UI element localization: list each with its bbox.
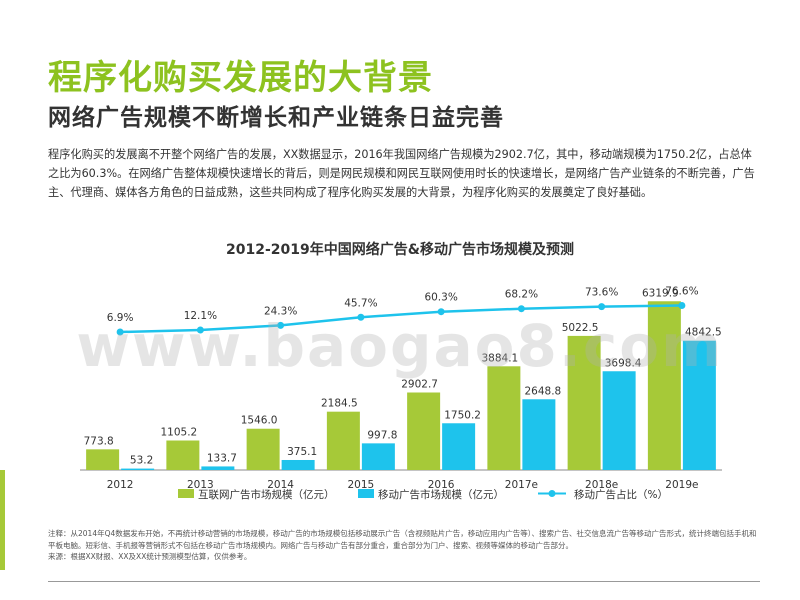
bar-internet-2016	[407, 392, 441, 470]
x-tick-label-2015: 2015	[348, 479, 375, 491]
bar-mobile-2012	[121, 468, 155, 470]
x-tick-label-2014: 2014	[267, 479, 294, 491]
bar-label-internet-2017e: 3884.1	[482, 352, 519, 364]
x-tick-label-2017e: 2017e	[505, 479, 538, 491]
bar-internet-2012	[86, 449, 120, 470]
share-point-2013	[196, 326, 204, 334]
share-label-2012: 6.9%	[107, 312, 134, 324]
legend-swatch-1	[358, 489, 374, 498]
bar-mobile-2014	[281, 459, 315, 470]
share-point-2018e	[598, 303, 606, 311]
bar-internet-2018e	[567, 335, 601, 470]
footnote: 注释：从2014年Q4数据发布开始，不再统计移动营销的市场规模，移动广告的市场规…	[48, 528, 762, 563]
page-subtitle: 网络广告规模不断增长和产业链条日益完善	[48, 105, 504, 131]
bar-internet-2019e	[647, 301, 681, 470]
bar-label-mobile-2018e: 3698.4	[605, 357, 642, 369]
bar-mobile-2017e	[522, 399, 556, 470]
bar-label-mobile-2014: 375.1	[287, 446, 317, 458]
left-accent-bar	[0, 470, 5, 570]
watermark: www.baogao8.com	[76, 312, 724, 380]
bar-label-mobile-2017e: 2648.8	[525, 385, 562, 397]
bar-internet-2013	[166, 440, 200, 470]
footnote-source: 来源：根据XX财报、XX及XX统计预测模型估算，仅供参考。	[48, 552, 252, 561]
share-point-2014	[277, 321, 285, 329]
bar-label-internet-2013: 1105.2	[161, 426, 198, 438]
bottom-divider	[48, 581, 760, 582]
share-label-2017e: 68.2%	[505, 289, 538, 301]
x-tick-label-2012: 2012	[107, 479, 134, 491]
bar-internet-2017e	[487, 366, 521, 470]
x-tick-label-2013: 2013	[187, 479, 214, 491]
intro-paragraph: 程序化购买的发展离不开整个网络广告的发展，XX数据显示，2016年我国网络广告规…	[48, 148, 755, 199]
x-tick-label-2016: 2016	[428, 479, 455, 491]
bar-internet-2015	[326, 411, 360, 470]
share-point-2017e	[517, 305, 525, 313]
share-line	[120, 304, 682, 334]
bar-label-internet-2015: 2184.5	[321, 398, 358, 410]
bar-mobile-2019e	[682, 340, 716, 470]
bar-label-internet-2012: 773.8	[84, 435, 114, 447]
bar-mobile-2015	[361, 443, 395, 470]
x-tick-label-2018e: 2018e	[585, 479, 618, 491]
legend-swatch-0	[178, 489, 194, 498]
bar-label-mobile-2013: 133.7	[207, 452, 237, 464]
bar-label-mobile-2019e: 4842.5	[685, 327, 722, 339]
bar-mobile-2016	[442, 423, 476, 470]
share-label-2013: 12.1%	[184, 310, 217, 322]
share-label-2015: 45.7%	[344, 297, 377, 309]
legend-marker-2	[548, 490, 556, 497]
bar-label-internet-2018e: 5022.5	[562, 322, 599, 334]
legend-label-0: 互联网广告市场规模（亿元）	[198, 488, 335, 501]
bar-label-mobile-2016: 1750.2	[444, 409, 481, 421]
x-tick-label-2019e: 2019e	[665, 479, 698, 491]
bar-internet-2014	[246, 428, 280, 470]
share-label-2018e: 73.6%	[585, 287, 618, 299]
bar-mobile-2013	[201, 466, 235, 470]
bar-mobile-2018e	[602, 371, 636, 470]
legend-label-1: 移动广告市场规模（亿元）	[378, 488, 504, 501]
share-label-2016: 60.3%	[424, 292, 457, 304]
share-point-2012	[116, 328, 124, 336]
share-label-2019e: 76.6%	[665, 286, 698, 298]
bar-label-mobile-2012: 53.2	[130, 455, 153, 467]
page-title: 程序化购买发展的大背景	[48, 58, 433, 98]
footnote-note: 注释：从2014年Q4数据发布开始，不再统计移动营销的市场规模，移动广告的市场规…	[48, 529, 757, 550]
share-point-2019e	[678, 302, 686, 310]
legend-label-2: 移动广告占比（%）	[574, 488, 668, 501]
share-point-2015	[357, 313, 365, 321]
bar-label-internet-2014: 1546.0	[241, 415, 278, 427]
bar-label-internet-2019e: 6319.9	[642, 287, 679, 299]
market-size-chart: 773.8 53.2 2012 1105.2 133.7 2013 1546.0 375.1 2…	[80, 286, 722, 501]
bar-label-internet-2016: 2902.7	[401, 378, 438, 390]
share-label-2014: 24.3%	[264, 305, 297, 317]
bar-label-mobile-2015: 997.8	[367, 429, 397, 441]
chart-title: 2012-2019年中国网络广告&移动广告市场规模及预测	[226, 242, 574, 258]
share-point-2016	[437, 308, 445, 316]
